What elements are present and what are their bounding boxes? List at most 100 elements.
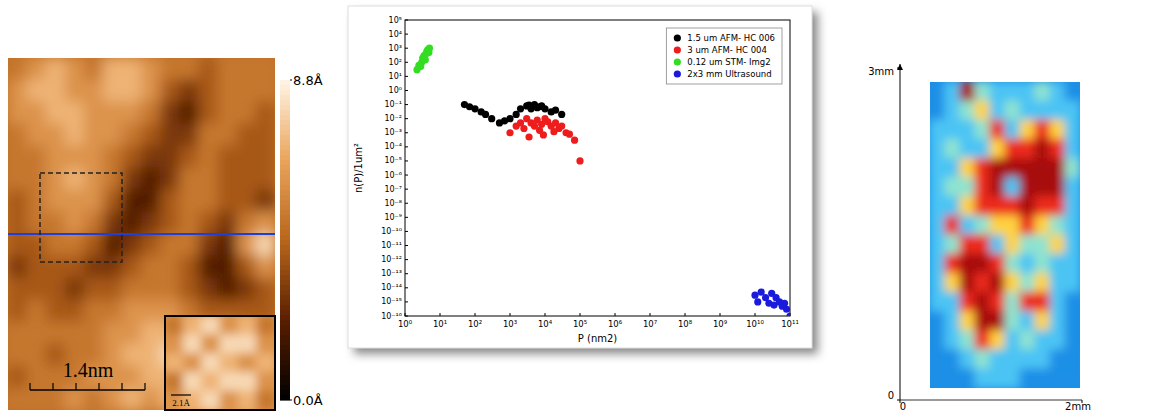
cell [975, 254, 991, 274]
point [513, 111, 520, 118]
y-tick-label: 10⁵ [389, 16, 402, 25]
y-tick [405, 90, 408, 91]
axis-arrow [897, 64, 903, 70]
colorbar-step [280, 105, 290, 111]
cell [945, 139, 961, 159]
point [571, 137, 578, 144]
colorbar-step [280, 395, 290, 401]
cell [1050, 177, 1066, 197]
cell [975, 368, 991, 388]
cell [8, 234, 28, 257]
colorbar-step [280, 295, 290, 301]
cell [1005, 292, 1021, 312]
cell [930, 215, 946, 235]
cell [217, 234, 237, 257]
cell [141, 278, 161, 301]
cell [1065, 196, 1081, 216]
legend-marker [674, 34, 681, 41]
point [517, 105, 524, 112]
cell [217, 146, 237, 169]
cell [65, 278, 85, 301]
point [422, 56, 429, 63]
cell [930, 177, 946, 197]
cell [201, 391, 220, 410]
cell [141, 366, 161, 389]
x-tick-label: 10¹⁰ [746, 319, 764, 329]
cell [256, 316, 275, 335]
cell [27, 58, 47, 81]
cell [1035, 254, 1051, 274]
x-tick [755, 313, 756, 316]
x-tick [615, 313, 616, 316]
cell [960, 82, 976, 102]
cell [141, 234, 161, 257]
cell [122, 388, 142, 411]
y-tick-label: 10² [389, 58, 402, 67]
cell [165, 372, 184, 392]
cell [201, 372, 220, 392]
y-tick [405, 287, 408, 288]
cell [27, 102, 47, 125]
cell [65, 168, 85, 191]
y-tick [405, 118, 408, 119]
cell [930, 368, 946, 388]
colorbar-step [280, 275, 290, 281]
cell [8, 256, 28, 279]
cell [122, 344, 142, 367]
point [781, 300, 788, 307]
cell [238, 316, 257, 335]
y-tick-label: 10⁻¹ [384, 100, 402, 109]
cell [84, 322, 104, 345]
cell [1020, 235, 1036, 255]
cell [975, 292, 991, 312]
cell [960, 292, 976, 312]
colorbar-step [280, 220, 290, 226]
y-tick-label: 10⁻⁸ [384, 199, 402, 208]
cell [975, 120, 991, 140]
cell [84, 256, 104, 279]
cell [236, 212, 256, 235]
image-ground [8, 58, 275, 410]
cell [256, 372, 275, 392]
map-ground [930, 82, 1080, 388]
point [558, 122, 565, 129]
cell [236, 256, 256, 279]
y-tick [405, 217, 408, 218]
legend: 1.5 um AFM- HC 0063 um AFM- HC 0040.12 u… [666, 28, 782, 84]
cell [141, 146, 161, 169]
cell [990, 82, 1006, 102]
cell [960, 273, 976, 293]
cell [1065, 235, 1081, 255]
colorbar-step [280, 345, 290, 351]
cell [1020, 349, 1036, 369]
cell [141, 80, 161, 103]
cell [141, 168, 161, 191]
cell [46, 300, 66, 323]
legend-label: 1.5 um AFM- HC 006 [687, 33, 775, 43]
cell [46, 234, 66, 257]
x-tick [650, 313, 651, 316]
cell [27, 388, 47, 411]
cell [160, 80, 180, 103]
cell [122, 146, 142, 169]
cell [945, 368, 961, 388]
cell [1050, 292, 1066, 312]
cell [65, 388, 85, 411]
cell [179, 212, 199, 235]
cell [8, 388, 28, 411]
card [348, 6, 812, 348]
colorbar-label: 8.8Å [293, 73, 323, 88]
colorbar-step [280, 200, 290, 206]
cell [46, 80, 66, 103]
inset-cells [165, 316, 275, 410]
y-tick-label: 10⁻⁵ [384, 156, 402, 165]
point [525, 133, 532, 140]
cell [1035, 368, 1051, 388]
cell [84, 146, 104, 169]
cell [1050, 139, 1066, 159]
cell [65, 102, 85, 125]
cell [238, 372, 257, 392]
cell [1035, 196, 1051, 216]
cell [65, 190, 85, 213]
cell [8, 190, 28, 213]
